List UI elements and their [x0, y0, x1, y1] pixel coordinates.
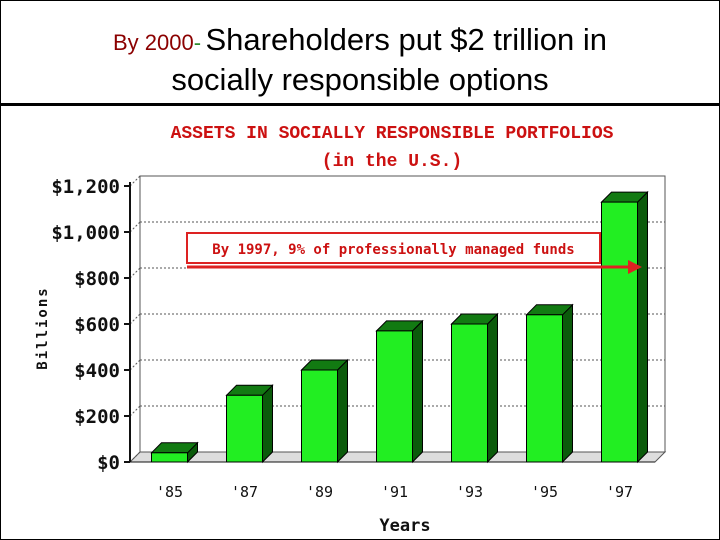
bar-side [337, 358, 348, 464]
bar [301, 369, 338, 463]
chart-title-line-2: (in the U.S.) [322, 152, 462, 172]
heading-rule [0, 103, 720, 106]
bar [376, 330, 413, 463]
gridline-diagonal [129, 359, 141, 371]
bar-side [637, 190, 648, 464]
bar [226, 394, 263, 463]
annotation-box [186, 232, 601, 264]
gridline-diagonal [129, 313, 141, 325]
bar-side [487, 312, 498, 464]
bar-side [412, 319, 423, 464]
heading-title-line-1: Shareholders put $2 trillion in [205, 22, 608, 57]
x-tick-label: '97 [606, 483, 633, 501]
x-tick-label: '93 [456, 483, 483, 501]
y-tick-label: $600 [74, 314, 120, 336]
x-tick-label: '87 [231, 483, 258, 501]
bar [151, 452, 188, 463]
bar [601, 201, 638, 463]
y-tick-label: $800 [74, 268, 120, 290]
bar [526, 314, 563, 463]
y-tick-label: $0 [97, 452, 120, 474]
gridline-diagonal [129, 405, 141, 417]
bar-chart: ASSETS IN SOCIALLY RESPONSIBLE PORTFOLIO… [35, 124, 667, 536]
x-tick-label: '89 [306, 483, 333, 501]
y-tick-label: $200 [74, 406, 120, 428]
y-axis-label: Billions [35, 286, 51, 369]
x-tick-label: '85 [156, 483, 183, 501]
bar-side [262, 384, 273, 464]
heading-dash: - [193, 30, 202, 55]
x-tick-label: '91 [381, 483, 408, 501]
annotation-text: By 1997, 9% of professionally managed fu… [212, 242, 574, 258]
bar [451, 323, 488, 463]
gridline-diagonal [129, 175, 141, 187]
chart-title-line-1: ASSETS IN SOCIALLY RESPONSIBLE PORTFOLIO… [171, 124, 614, 144]
gridline-diagonal [129, 221, 141, 233]
annotation-arrow-head [628, 260, 642, 274]
gridline-diagonal [129, 267, 141, 279]
heading-title-line-2: socially responsible options [171, 62, 549, 97]
x-axis-label: Years [379, 516, 430, 536]
y-tick-label: $1,200 [51, 176, 120, 198]
y-tick-label: $1,000 [51, 222, 120, 244]
heading-line-1: By 2000- Shareholders put $2 trillion in [0, 22, 720, 58]
y-tick-label: $400 [74, 360, 120, 382]
heading-lead: By 2000 [112, 30, 194, 55]
x-tick-label: '95 [531, 483, 558, 501]
slide-heading: By 2000- Shareholders put $2 trillion in… [0, 0, 720, 102]
bar-side [562, 303, 573, 464]
